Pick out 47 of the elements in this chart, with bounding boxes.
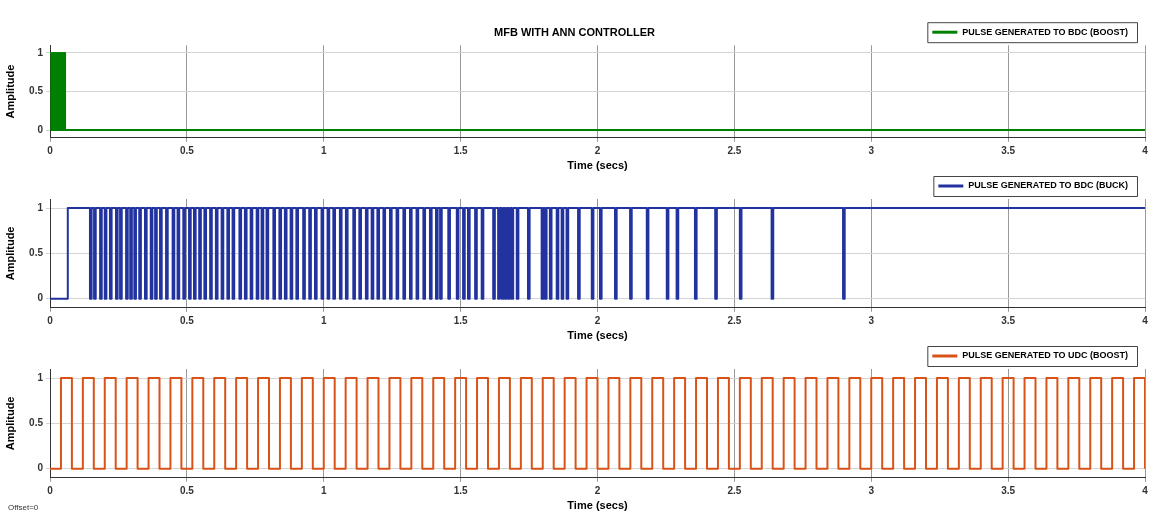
y-tick-label: 0.5 [29, 247, 44, 259]
x-tick-label: 1 [320, 144, 327, 156]
x-tick-label: 0.5 [179, 484, 195, 496]
y-axis-title: Amplitude [3, 226, 16, 281]
x-tick-label: 2.5 [727, 484, 742, 496]
x-tick-label: 0 [47, 484, 54, 496]
y-axis-title: Amplitude [3, 64, 16, 119]
x-axis-title: Time (secs) [567, 499, 628, 512]
x-axis-title: Time (secs) [567, 329, 628, 342]
x-tick-label: 1 [320, 314, 327, 326]
x-tick-label: 3.5 [1001, 144, 1016, 156]
x-tick-label: 3 [868, 484, 875, 496]
y-tick-label: 1 [37, 46, 44, 58]
x-tick-label: 2.5 [727, 314, 742, 326]
legend-label: PULSE GENERATED TO BDC (BUCK) [968, 180, 1128, 191]
legend-label: PULSE GENERATED TO UDC (BOOST) [962, 350, 1129, 361]
x-tick-label: 3 [868, 144, 875, 156]
text: Offset=0 [8, 503, 39, 513]
x-tick-label: 2 [594, 484, 601, 496]
y-tick-label: 0.5 [29, 85, 44, 97]
y-tick-label: 0 [37, 123, 44, 135]
x-tick-label: 0 [47, 144, 54, 156]
x-tick-label: 0.5 [179, 144, 195, 156]
y-axis-title: Amplitude [3, 396, 16, 451]
x-tick-label: 1.5 [453, 144, 469, 156]
x-tick-label: 4 [1142, 314, 1149, 326]
y-tick-label: 1 [37, 371, 44, 383]
x-tick-label: 2 [594, 314, 601, 326]
x-tick-label: 3.5 [1001, 484, 1016, 496]
chart-title: MFB WITH ANN CONTROLLER [494, 25, 655, 38]
y-tick-label: 0 [37, 462, 44, 474]
y-tick-label: 0.5 [29, 417, 44, 429]
x-tick-label: 2 [594, 144, 601, 156]
x-tick-label: 1 [320, 484, 327, 496]
y-tick-label: 0 [37, 292, 44, 304]
x-axis-title: Time (secs) [567, 159, 628, 172]
legend-label: PULSE GENERATED TO BDC (BOOST) [962, 26, 1129, 37]
x-tick-label: 2.5 [727, 144, 742, 156]
x-tick-label: 4 [1142, 484, 1149, 496]
y-tick-label: 1 [37, 201, 44, 213]
x-tick-label: 1.5 [453, 314, 469, 326]
x-tick-label: 3 [868, 314, 875, 326]
x-tick-label: 4 [1142, 144, 1149, 156]
x-tick-label: 0 [47, 314, 54, 326]
x-tick-label: 0.5 [179, 314, 195, 326]
x-tick-label: 1.5 [453, 484, 469, 496]
x-tick-label: 3.5 [1001, 314, 1016, 326]
